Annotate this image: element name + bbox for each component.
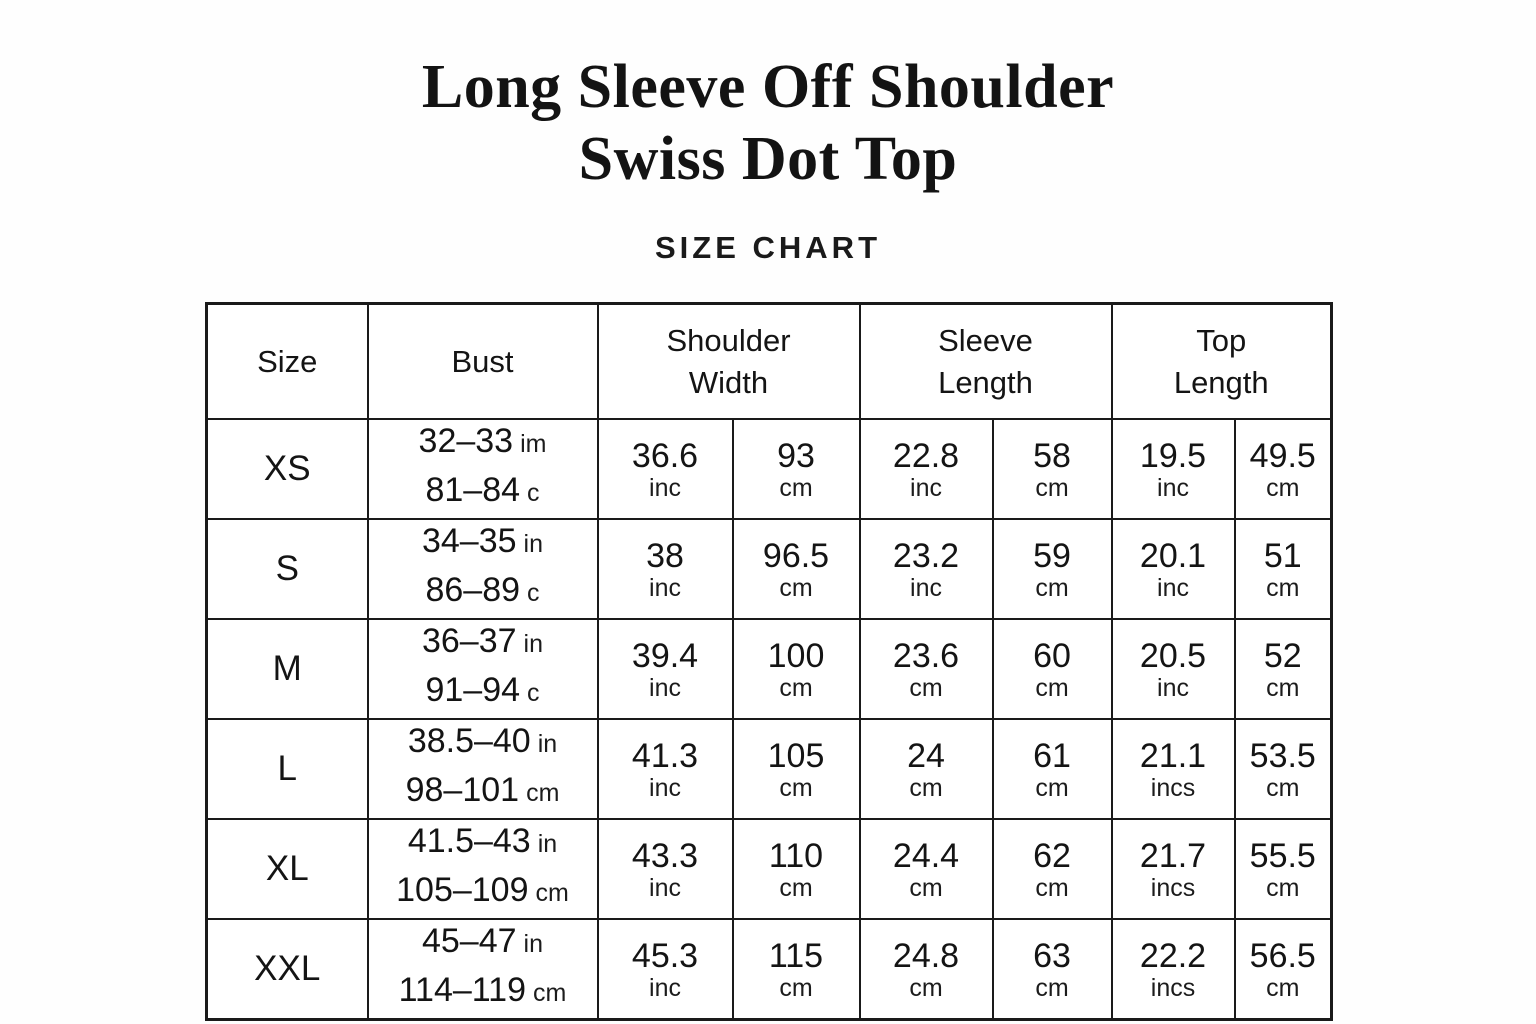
bust-inches: 45–47 in bbox=[421, 922, 543, 960]
top-length-cm-cell: 51 cm bbox=[1233, 518, 1333, 620]
shoulder-width-inches-cell: 39.4 inc bbox=[596, 618, 734, 720]
sleeve-length-cm-cell: 60 cm bbox=[991, 618, 1113, 720]
bust-inches: 38.5–40 in bbox=[407, 722, 558, 760]
sleeve-length-inches-cell: 23.6 cm bbox=[858, 618, 994, 720]
shoulder-width-inches-cell: 36.6 inc bbox=[596, 418, 734, 520]
bust-inches: 41.5–43 in bbox=[407, 822, 558, 860]
header-row: Size Bust Shoulder Width Sleeve Length Top… bbox=[205, 302, 1333, 420]
shoulder-width-cm-cell: 115 cm bbox=[731, 918, 861, 1021]
table-row-s: S 34–35 in 86–89 c 38 inc 96.5 cm 23.2 inc 59… bbox=[205, 518, 1333, 620]
top-length-cm-cell: 49.5 cm bbox=[1233, 418, 1333, 520]
sleeve-length-inches-cell: 24.4 cm bbox=[858, 818, 994, 920]
sleeve-length-inches-cell: 24.8 cm bbox=[858, 918, 994, 1021]
table-row-xl: XL 41.5–43 in 105–109 cm 43.3 inc 110 cm 24.… bbox=[205, 818, 1333, 920]
top-length-cm-cell: 52 cm bbox=[1233, 618, 1333, 720]
bust-cell: 36–37 in 91–94 c bbox=[366, 618, 599, 720]
bust-cm: 91–94 c bbox=[425, 671, 540, 709]
shoulder-width-inches-cell: 41.3 inc bbox=[596, 718, 734, 820]
bust-cell: 45–47 in 114–119 cm bbox=[366, 918, 599, 1021]
bust-cell: 41.5–43 in 105–109 cm bbox=[366, 818, 599, 920]
size-cell: XL bbox=[205, 818, 369, 920]
sleeve-length-cm-cell: 58 cm bbox=[991, 418, 1113, 520]
bust-cm: 86–89 c bbox=[425, 571, 540, 609]
col-header-top-length: Top Length bbox=[1110, 302, 1333, 420]
shoulder-width-cm-cell: 105 cm bbox=[731, 718, 861, 820]
col-header-shoulder-width: Shoulder Width bbox=[596, 302, 861, 420]
bust-inches: 34–35 in bbox=[421, 522, 543, 560]
sleeve-length-cm-cell: 63 cm bbox=[991, 918, 1113, 1021]
top-length-cm-cell: 55.5 cm bbox=[1233, 818, 1333, 920]
shoulder-width-cm-cell: 100 cm bbox=[731, 618, 861, 720]
table-row-xs: XS 32–33 im 81–84 c 36.6 inc 93 cm 22.8 inc 5… bbox=[205, 418, 1333, 520]
top-length-inches-cell: 21.1 incs bbox=[1110, 718, 1236, 820]
top-length-inches-cell: 21.7 incs bbox=[1110, 818, 1236, 920]
page-title: Long Sleeve Off Shoulder Swiss Dot Top bbox=[0, 52, 1536, 196]
sleeve-length-cm-cell: 59 cm bbox=[991, 518, 1113, 620]
shoulder-width-cm-cell: 96.5 cm bbox=[731, 518, 861, 620]
table-row-m: M 36–37 in 91–94 c 39.4 inc 100 cm 23.6 cm 60… bbox=[205, 618, 1333, 720]
shoulder-width-inches-cell: 45.3 inc bbox=[596, 918, 734, 1021]
size-chart-table: Size Bust Shoulder Width Sleeve Length Top… bbox=[205, 302, 1333, 1021]
size-chart-heading: SIZE CHART bbox=[655, 230, 881, 265]
top-length-inches-cell: 20.1 inc bbox=[1110, 518, 1236, 620]
bust-cell: 38.5–40 in 98–101 cm bbox=[366, 718, 599, 820]
sleeve-length-cm-cell: 62 cm bbox=[991, 818, 1113, 920]
sleeve-length-inches-cell: 22.8 inc bbox=[858, 418, 994, 520]
table-row-xxl: XXL 45–47 in 114–119 cm 45.3 inc 115 cm 24.8… bbox=[205, 918, 1333, 1021]
sleeve-length-inches-cell: 24 cm bbox=[858, 718, 994, 820]
bust-inches: 36–37 in bbox=[421, 622, 543, 660]
size-cell: L bbox=[205, 718, 369, 820]
bust-cm: 81–84 c bbox=[425, 471, 540, 509]
bust-cell: 34–35 in 86–89 c bbox=[366, 518, 599, 620]
title-line-1: Long Sleeve Off Shoulder bbox=[421, 53, 1115, 121]
col-header-size: Size bbox=[205, 302, 369, 420]
top-length-inches-cell: 19.5 inc bbox=[1110, 418, 1236, 520]
bust-cell: 32–33 im 81–84 c bbox=[366, 418, 599, 520]
col-header-sleeve-length: Sleeve Length bbox=[858, 302, 1113, 420]
top-length-inches-cell: 22.2 incs bbox=[1110, 918, 1236, 1021]
sleeve-length-inches-cell: 23.2 inc bbox=[858, 518, 994, 620]
shoulder-width-inches-cell: 43.3 inc bbox=[596, 818, 734, 920]
size-cell: S bbox=[205, 518, 369, 620]
size-cell: XXL bbox=[205, 918, 369, 1021]
sleeve-length-cm-cell: 61 cm bbox=[991, 718, 1113, 820]
bust-cm: 114–119 cm bbox=[398, 971, 567, 1009]
shoulder-width-inches-cell: 38 inc bbox=[596, 518, 734, 620]
top-length-cm-cell: 53.5 cm bbox=[1233, 718, 1333, 820]
bust-inches: 32–33 im bbox=[418, 422, 547, 460]
bust-cm: 98–101 cm bbox=[405, 771, 560, 809]
table-row-l: L 38.5–40 in 98–101 cm 41.3 inc 105 cm 24 cm … bbox=[205, 718, 1333, 820]
size-cell: M bbox=[205, 618, 369, 720]
col-header-bust: Bust bbox=[366, 302, 599, 420]
title-line-2: Swiss Dot Top bbox=[578, 124, 958, 193]
size-cell: XS bbox=[205, 418, 369, 520]
bust-cm: 105–109 cm bbox=[396, 871, 569, 909]
shoulder-width-cm-cell: 93 cm bbox=[731, 418, 861, 520]
top-length-inches-cell: 20.5 inc bbox=[1110, 618, 1236, 720]
shoulder-width-cm-cell: 110 cm bbox=[731, 818, 861, 920]
top-length-cm-cell: 56.5 cm bbox=[1233, 918, 1333, 1021]
